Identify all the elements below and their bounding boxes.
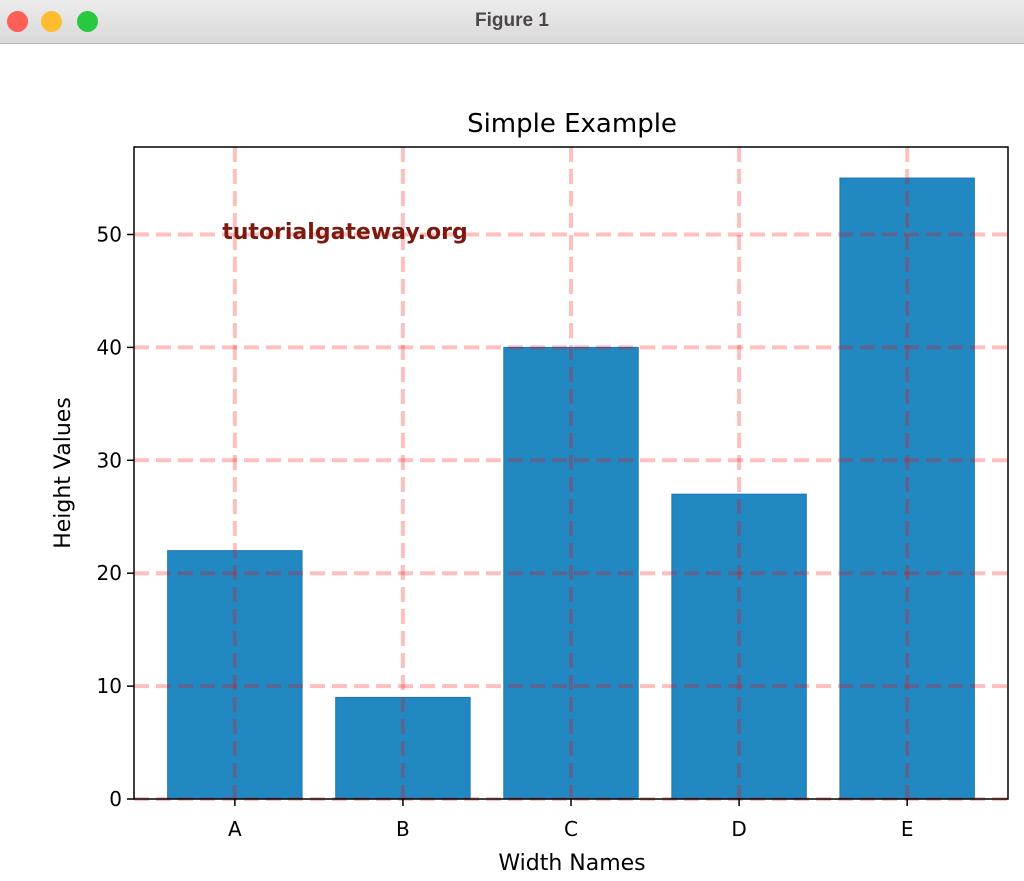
x-tick-label: D xyxy=(731,817,746,841)
close-window-button[interactable] xyxy=(7,11,28,32)
bar-E xyxy=(839,177,975,800)
watermark-text: tutorialgateway.org xyxy=(222,220,468,245)
y-tick-label: 20 xyxy=(97,561,122,585)
bar-D xyxy=(671,493,807,800)
y-tick-label: 40 xyxy=(97,335,122,359)
bars-group xyxy=(167,177,975,800)
window-title: Figure 1 xyxy=(475,10,549,31)
bar-C xyxy=(503,346,639,800)
y-tick-label: 10 xyxy=(97,674,122,698)
chart-title: Simple Example xyxy=(467,109,677,139)
maximize-window-button[interactable] xyxy=(77,11,98,32)
x-axis-ticks: A B C D E xyxy=(228,799,913,841)
y-tick-label: 30 xyxy=(97,448,122,472)
bar-A xyxy=(167,550,303,800)
minimize-window-button[interactable] xyxy=(41,11,62,32)
window-titlebar: Figure 1 xyxy=(0,0,1024,44)
x-tick-label: C xyxy=(564,817,578,841)
y-tick-label: 0 xyxy=(109,787,122,811)
x-tick-label: A xyxy=(228,817,242,841)
x-axis-label: Width Names xyxy=(498,851,645,876)
x-tick-label: B xyxy=(396,817,410,841)
x-tick-label: E xyxy=(901,817,914,841)
y-axis-label: Height Values xyxy=(51,397,76,549)
y-axis-ticks: 0 10 20 30 40 50 xyxy=(97,222,134,811)
bar-chart: Simple Example 0 10 20 30 40 50 A B C D E tutoria… xyxy=(51,109,1009,876)
y-tick-label: 50 xyxy=(97,222,122,246)
